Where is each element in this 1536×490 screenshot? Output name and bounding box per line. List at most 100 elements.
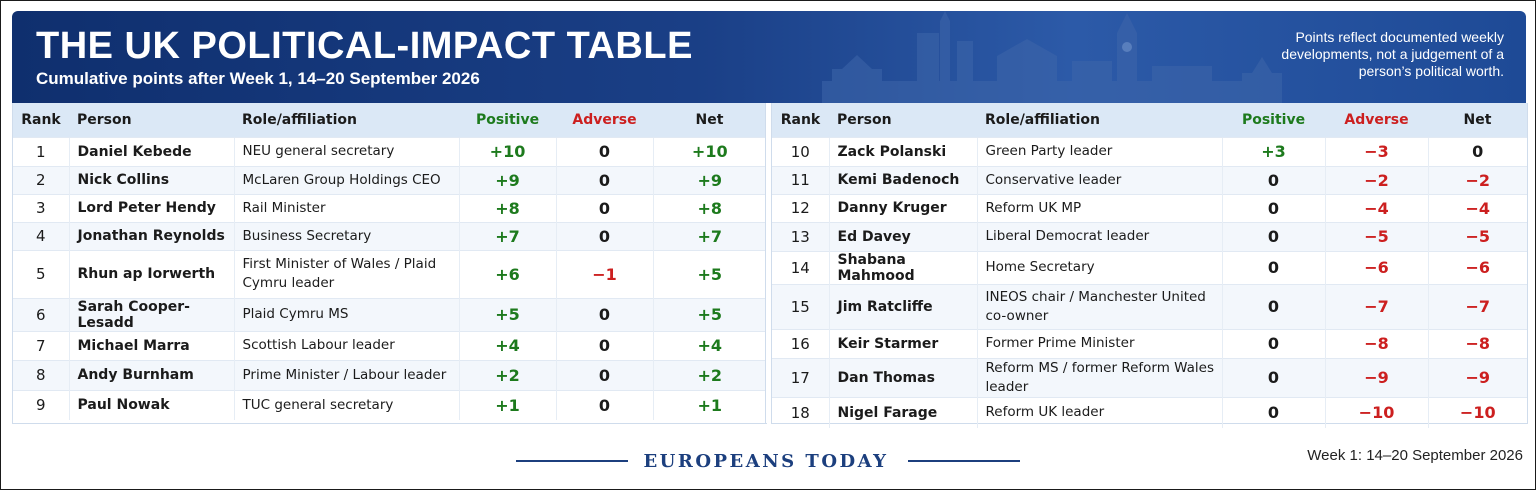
table-row: 15 Jim Ratcliffe INEOS chair / Manchester … — [772, 283, 1527, 329]
positive-cell: 0 — [1221, 193, 1325, 222]
col-header-person: Person — [837, 111, 892, 128]
net-cell: +2 — [652, 359, 766, 390]
table-row: 14 Shabana Mahmood Home Secretary 0 −6 −6 — [772, 250, 1527, 284]
person-cell: Sarah Cooper-Lesadd — [68, 297, 234, 331]
net-cell: −9 — [1427, 357, 1527, 397]
positive-cell: 0 — [1221, 328, 1325, 358]
person-cell: Danny Kruger — [828, 193, 977, 222]
adverse-cell: −9 — [1324, 357, 1428, 397]
role-cell: Home Secretary — [976, 250, 1222, 284]
adverse-cell: 0 — [555, 297, 653, 331]
role-cell: Green Party leader — [976, 136, 1222, 166]
table-header-row: Rank Person Role/affiliation Positive Ad… — [13, 103, 766, 137]
rank-cell: 5 — [13, 249, 69, 298]
table-row: 16 Keir Starmer Former Prime Minister 0 −8 −8 — [772, 328, 1527, 358]
table-panel-left: Rank Person Role/affiliation Positive Ad… — [12, 103, 767, 424]
brand-wordmark: EUROPEANS TODAY — [643, 451, 889, 472]
methodology-note: Points reflect documented weekly develop… — [1281, 29, 1504, 79]
table-body-left: 1 Daniel Kebede NEU general secretary +10 0 +… — [13, 136, 766, 420]
net-cell: −5 — [1427, 221, 1527, 251]
rank-cell: 14 — [772, 250, 829, 284]
rank-cell: 15 — [772, 283, 829, 329]
rank-cell: 2 — [13, 165, 69, 194]
role-cell: INEOS chair / Manchester United co-owner — [976, 283, 1222, 329]
col-header-adverse: Adverse — [572, 111, 637, 128]
rank-cell: 9 — [13, 389, 69, 420]
rank-cell: 18 — [772, 396, 829, 428]
role-cell: Reform MS / former Reform Wales leader — [976, 357, 1222, 397]
westminster-skyline-illustration — [822, 11, 1282, 103]
rank-cell: 4 — [13, 221, 69, 250]
rank-cell: 13 — [772, 221, 829, 251]
person-cell: Jim Ratcliffe — [828, 283, 977, 329]
person-cell: Dan Thomas — [828, 357, 977, 397]
net-cell: +9 — [652, 165, 766, 194]
role-cell: Conservative leader — [976, 165, 1222, 194]
positive-cell: +5 — [458, 297, 556, 331]
table-header-row: Rank Person Role/affiliation Positive Ad… — [772, 103, 1527, 137]
adverse-cell: −2 — [1324, 165, 1428, 194]
adverse-cell: −4 — [1324, 193, 1428, 222]
rank-cell: 7 — [13, 330, 69, 360]
role-cell: Reform UK leader — [976, 396, 1222, 428]
col-header-person: Person — [77, 111, 132, 128]
net-cell: −10 — [1427, 396, 1527, 428]
table-row: 17 Dan Thomas Reform MS / former Reform Wa… — [772, 357, 1527, 397]
week-label: Week 1: 14–20 September 2026 — [1307, 447, 1523, 464]
positive-cell: +8 — [458, 193, 556, 222]
rank-cell: 16 — [772, 328, 829, 358]
footer-rule-right — [908, 460, 1020, 462]
adverse-cell: −6 — [1324, 250, 1428, 284]
adverse-cell: 0 — [555, 193, 653, 222]
adverse-cell: 0 — [555, 330, 653, 360]
role-cell: NEU general secretary — [233, 136, 459, 166]
table-row: 2 Nick Collins McLaren Group Holdings CEO +… — [13, 165, 766, 194]
col-header-rank: Rank — [780, 111, 821, 128]
adverse-cell: −3 — [1324, 136, 1428, 166]
adverse-cell: −10 — [1324, 396, 1428, 428]
person-cell: Jonathan Reynolds — [68, 221, 234, 250]
positive-cell: +1 — [458, 389, 556, 420]
col-header-role: Role/affiliation — [242, 111, 357, 128]
role-cell: Prime Minister / Labour leader — [233, 359, 459, 390]
role-cell: Former Prime Minister — [976, 328, 1222, 358]
table-body-right: 10 Zack Polanski Green Party leader +3 −3 0 11… — [772, 136, 1527, 428]
adverse-cell: 0 — [555, 136, 653, 166]
person-cell: Nigel Farage — [828, 396, 977, 428]
adverse-cell: −7 — [1324, 283, 1428, 329]
col-header-rank: Rank — [21, 111, 61, 128]
rank-cell: 12 — [772, 193, 829, 222]
person-cell: Nick Collins — [68, 165, 234, 194]
person-cell: Keir Starmer — [828, 328, 977, 358]
person-cell: Paul Nowak — [68, 389, 234, 420]
adverse-cell: 0 — [555, 389, 653, 420]
table-row: 7 Michael Marra Scottish Labour leader +4 0 +… — [13, 330, 766, 360]
person-cell: Shabana Mahmood — [828, 250, 977, 284]
positive-cell: 0 — [1221, 250, 1325, 284]
net-cell: +1 — [652, 389, 766, 420]
col-header-positive: Positive — [1241, 111, 1306, 128]
person-cell: Zack Polanski — [828, 136, 977, 166]
adverse-cell: 0 — [555, 221, 653, 250]
positive-cell: +4 — [458, 330, 556, 360]
adverse-cell: −5 — [1324, 221, 1428, 251]
positive-cell: 0 — [1221, 283, 1325, 329]
positive-cell: 0 — [1221, 357, 1325, 397]
rank-cell: 1 — [13, 136, 69, 166]
page-title: THE UK POLITICAL-IMPACT TABLE — [36, 25, 693, 67]
positive-cell: +10 — [458, 136, 556, 166]
adverse-cell: 0 — [555, 165, 653, 194]
rank-cell: 11 — [772, 165, 829, 194]
net-cell: −2 — [1427, 165, 1527, 194]
net-cell: +10 — [652, 136, 766, 166]
net-cell: −7 — [1427, 283, 1527, 329]
adverse-cell: −8 — [1324, 328, 1428, 358]
header-banner: THE UK POLITICAL-IMPACT TABLE Cumulative… — [12, 11, 1526, 103]
positive-cell: +3 — [1221, 136, 1325, 166]
role-cell: Reform UK MP — [976, 193, 1222, 222]
table-panel-right: Rank Person Role/affiliation Positive Ad… — [771, 103, 1528, 428]
net-cell: +4 — [652, 330, 766, 360]
table-row: 11 Kemi Badenoch Conservative leader 0 −2 −2 — [772, 165, 1527, 194]
footer-rule-left — [516, 460, 628, 462]
